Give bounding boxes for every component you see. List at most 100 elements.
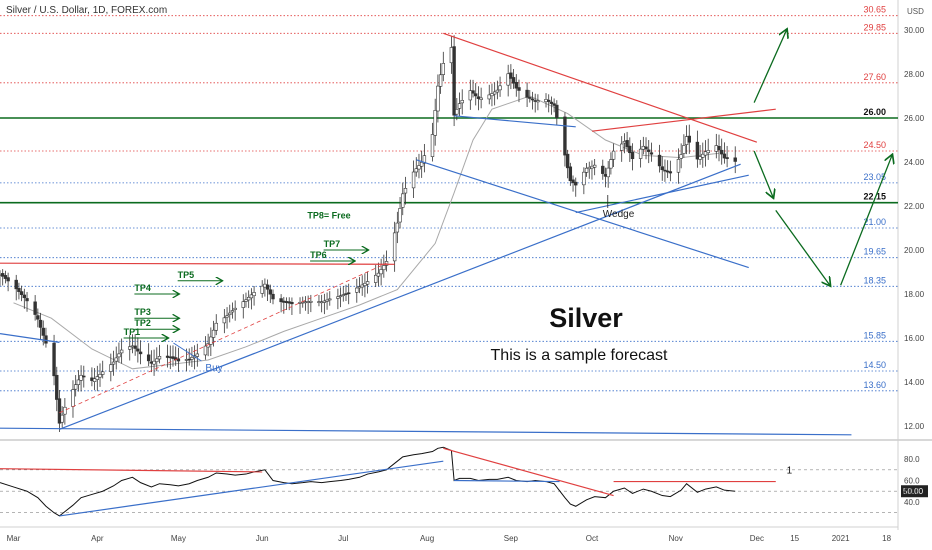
candle-body	[657, 154, 662, 167]
level-label: 26.00	[863, 107, 886, 117]
main-annotation-title: Silver	[549, 303, 623, 333]
candle-body	[403, 188, 408, 194]
osc-current-value: 50.00	[903, 487, 924, 496]
candle-body	[6, 277, 10, 282]
candle-body	[457, 103, 462, 109]
y-tick-label: 24.00	[904, 158, 925, 167]
y-tick-label: 18.00	[904, 290, 925, 299]
candle-body	[98, 373, 102, 378]
candle-body	[317, 301, 321, 303]
tp-label: TP4	[134, 283, 151, 293]
candle-body	[571, 179, 575, 184]
candle-body	[214, 322, 218, 331]
candle-body	[92, 378, 97, 382]
candle-body	[495, 89, 500, 93]
candle-body	[222, 317, 227, 324]
candle-body	[565, 153, 570, 169]
y-tick-label: 28.00	[904, 70, 925, 79]
trendline	[0, 262, 395, 265]
candle-body	[168, 356, 172, 359]
candle-body	[128, 346, 132, 350]
candle-body	[109, 364, 113, 372]
candle-body	[411, 171, 416, 189]
candle-body	[663, 169, 667, 172]
candle-body	[725, 157, 729, 159]
osc-trendline	[454, 479, 560, 483]
x-tick-label: Dec	[750, 534, 764, 543]
candle-body	[679, 154, 683, 159]
candle-body	[714, 145, 719, 152]
candle-body	[382, 265, 386, 271]
candle-body	[641, 145, 646, 150]
candle-body	[544, 99, 548, 103]
trendline	[59, 163, 741, 430]
x-tick-label: Apr	[91, 534, 104, 543]
candle-body	[419, 162, 424, 167]
candle-body	[487, 94, 491, 100]
level-label: 24.50	[863, 140, 886, 150]
osc-tick-label: 60.0	[904, 477, 920, 486]
osc-tick-label: 40.0	[904, 498, 920, 507]
candle-body	[568, 166, 573, 182]
candle-body	[422, 155, 427, 164]
candle-body	[360, 284, 364, 288]
candle-body	[574, 181, 578, 186]
x-tick-label: Sep	[504, 534, 519, 543]
candle-body	[625, 140, 629, 148]
candle-body	[584, 167, 589, 173]
candle-body	[117, 353, 121, 358]
dashed-channel-line	[59, 262, 387, 414]
candle-body	[363, 282, 367, 286]
candle-body	[590, 165, 594, 169]
candle-body	[376, 272, 381, 277]
candle-body	[533, 100, 537, 102]
candle-body	[498, 85, 502, 91]
candle-body	[38, 319, 43, 328]
osc-trendline	[0, 468, 263, 473]
osc-trendline	[59, 460, 444, 517]
osc-marker-label: 1	[787, 466, 793, 477]
candle-body	[722, 153, 727, 159]
candles-layer	[0, 35, 737, 432]
candle-body	[647, 149, 651, 152]
candle-body	[668, 171, 673, 174]
trade-label: Buy	[205, 363, 222, 374]
candle-body	[611, 150, 616, 160]
main-annotation-subtitle: This is a sample forecast	[491, 347, 669, 364]
candle-body	[165, 355, 170, 358]
candle-body	[436, 85, 440, 112]
candle-body	[230, 310, 235, 313]
candle-body	[417, 165, 421, 170]
candle-body	[452, 46, 456, 116]
candle-body	[228, 312, 232, 316]
candle-body	[474, 93, 478, 97]
candle-body	[344, 293, 348, 295]
x-tick-label: 18	[882, 534, 891, 543]
candle-body	[471, 90, 475, 94]
candle-body	[19, 291, 24, 295]
candle-body	[284, 301, 289, 304]
candle-body	[82, 375, 86, 378]
trendline	[443, 32, 758, 143]
y-tick-label: 26.00	[904, 114, 925, 123]
x-tick-label: 15	[790, 534, 799, 543]
candle-body	[1, 273, 5, 277]
candle-body	[433, 110, 437, 136]
level-label: 15.85	[863, 330, 886, 340]
candle-body	[184, 359, 189, 361]
candle-body	[525, 89, 529, 98]
candle-body	[114, 357, 118, 362]
candle-body	[57, 398, 62, 424]
candle-body	[438, 74, 443, 87]
candle-body	[279, 298, 283, 303]
candle-body	[71, 389, 75, 407]
candle-body	[187, 358, 191, 361]
trendline	[0, 427, 852, 436]
trendline	[0, 333, 60, 343]
candle-body	[306, 301, 310, 303]
candle-body	[701, 153, 705, 158]
currency-label: USD	[907, 7, 924, 16]
